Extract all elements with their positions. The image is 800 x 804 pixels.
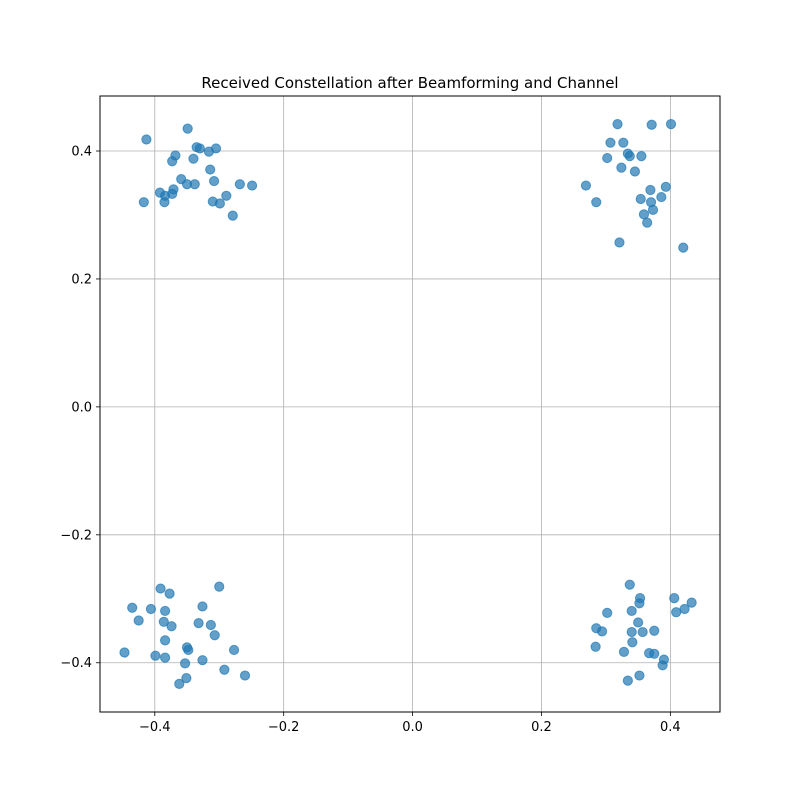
data-point xyxy=(649,648,660,659)
data-point xyxy=(637,626,648,638)
data-point xyxy=(618,646,630,657)
y-axis-ticks: −0.4 −0.2 0.0 0.2 0.4 xyxy=(60,145,100,671)
data-point xyxy=(214,198,225,209)
data-point xyxy=(214,581,225,592)
x-tick-label: 0.0 xyxy=(402,720,423,735)
data-point xyxy=(133,615,144,626)
data-point xyxy=(219,664,230,675)
plot-frame xyxy=(99,95,721,713)
data-point xyxy=(649,625,660,636)
data-point xyxy=(150,650,161,661)
data-point xyxy=(660,181,671,192)
data-point xyxy=(174,678,185,689)
data-point xyxy=(183,644,194,656)
data-point xyxy=(636,151,647,162)
data-point xyxy=(669,593,680,604)
data-point xyxy=(626,626,637,638)
data-point xyxy=(626,605,637,617)
data-point xyxy=(629,166,641,177)
data-point xyxy=(167,188,178,199)
data-point xyxy=(627,637,638,648)
data-point xyxy=(155,583,166,594)
data-point xyxy=(580,180,592,191)
data-point xyxy=(634,598,645,609)
y-tick-label: 0.2 xyxy=(71,272,92,287)
data-point xyxy=(246,180,258,191)
data-point xyxy=(159,605,171,617)
data-point xyxy=(634,670,645,681)
data-point xyxy=(656,191,667,203)
data-point xyxy=(164,588,175,599)
data-point xyxy=(227,210,238,221)
chart-title: Received Constellation after Beamforming… xyxy=(201,74,618,92)
data-point xyxy=(197,601,208,612)
data-point xyxy=(167,156,178,167)
data-point xyxy=(197,655,208,666)
data-point xyxy=(119,647,130,658)
data-point xyxy=(221,190,232,201)
data-point xyxy=(159,197,170,208)
data-point xyxy=(645,184,656,196)
data-point xyxy=(665,119,677,130)
data-point xyxy=(590,641,601,652)
data-point xyxy=(635,193,646,205)
data-point xyxy=(602,152,613,164)
data-point xyxy=(205,164,216,175)
x-tick-label: −0.2 xyxy=(268,720,300,735)
data-point xyxy=(671,607,682,618)
data-point xyxy=(618,137,629,148)
x-tick-label: −0.4 xyxy=(139,720,171,735)
data-point xyxy=(158,616,169,627)
data-point xyxy=(145,603,157,615)
data-point xyxy=(182,123,193,134)
data-point xyxy=(234,179,245,190)
data-point xyxy=(138,197,149,208)
data-point xyxy=(624,579,635,590)
data-point xyxy=(141,134,152,145)
data-point xyxy=(591,197,602,208)
data-point xyxy=(179,658,191,669)
data-point xyxy=(657,660,668,671)
data-point xyxy=(209,630,220,641)
data-point xyxy=(596,626,608,637)
data-point xyxy=(612,119,623,130)
data-point xyxy=(193,617,204,629)
y-tick-label: 0.0 xyxy=(71,400,92,415)
y-tick-label: −0.4 xyxy=(60,656,92,671)
data-point xyxy=(622,675,633,686)
x-axis-ticks: −0.4 −0.2 0.0 0.2 0.4 xyxy=(139,712,681,735)
y-tick-label: −0.2 xyxy=(60,528,92,543)
data-point xyxy=(203,146,215,157)
data-point xyxy=(166,621,177,632)
data-point xyxy=(127,602,138,613)
data-point xyxy=(159,652,171,663)
data-point xyxy=(239,670,251,681)
data-point xyxy=(189,179,200,190)
data-point xyxy=(602,607,613,618)
data-point xyxy=(678,242,689,253)
data-point xyxy=(605,137,616,148)
data-point xyxy=(194,143,205,154)
data-point xyxy=(686,597,697,608)
data-point xyxy=(633,617,644,628)
data-point xyxy=(208,175,220,187)
data-point xyxy=(616,162,627,173)
data-point xyxy=(228,644,240,656)
data-point xyxy=(181,672,192,684)
data-points xyxy=(119,119,697,689)
x-tick-label: 0.2 xyxy=(531,720,552,735)
data-point xyxy=(614,237,625,248)
data-point xyxy=(679,603,690,615)
data-point xyxy=(647,204,659,215)
data-point xyxy=(188,153,199,164)
data-point xyxy=(646,119,657,130)
data-point xyxy=(624,151,635,162)
y-tick-label: 0.4 xyxy=(71,145,92,160)
data-point xyxy=(205,619,216,631)
x-tick-label: 0.4 xyxy=(660,720,681,735)
data-point xyxy=(159,635,171,646)
data-point xyxy=(642,217,653,228)
